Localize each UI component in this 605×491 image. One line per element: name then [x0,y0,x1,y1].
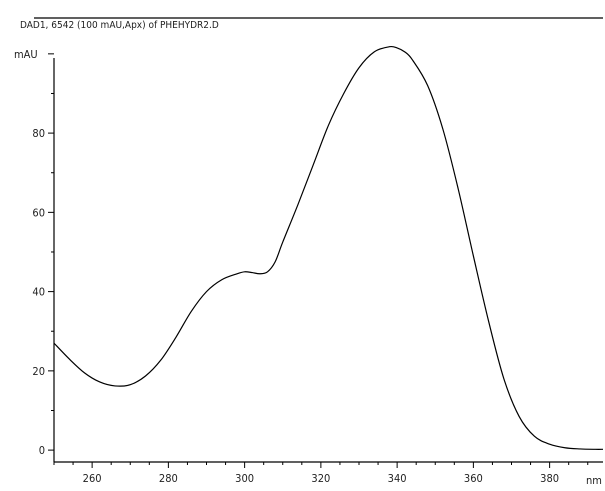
x-ticks: 260 280 300 320 340 360 380 [53,462,589,485]
y-ticks: 0 20 40 60 80 [32,53,54,457]
x-tick-label: 260 [83,472,102,485]
y-tick-label: 80 [32,127,45,140]
x-tick-label: 320 [311,472,330,485]
y-tick-label: 20 [32,365,45,378]
y-tick-label: 40 [32,286,45,299]
series-line [53,45,604,450]
y-tick-label: 0 [39,444,45,457]
y-tick-label: 60 [32,206,45,219]
x-tick-label: 280 [159,472,178,485]
x-tick-label: 360 [464,472,483,485]
x-tick-label: 380 [540,472,559,485]
x-tick-label: 340 [388,472,407,485]
y-axis-label: mAU [14,48,38,61]
chart-title: DAD1, 6542 (100 mAU,Apx) of PHEHYDR2.D [20,20,219,31]
x-tick-label: 300 [235,472,254,485]
x-axis-label: nm [586,474,602,487]
